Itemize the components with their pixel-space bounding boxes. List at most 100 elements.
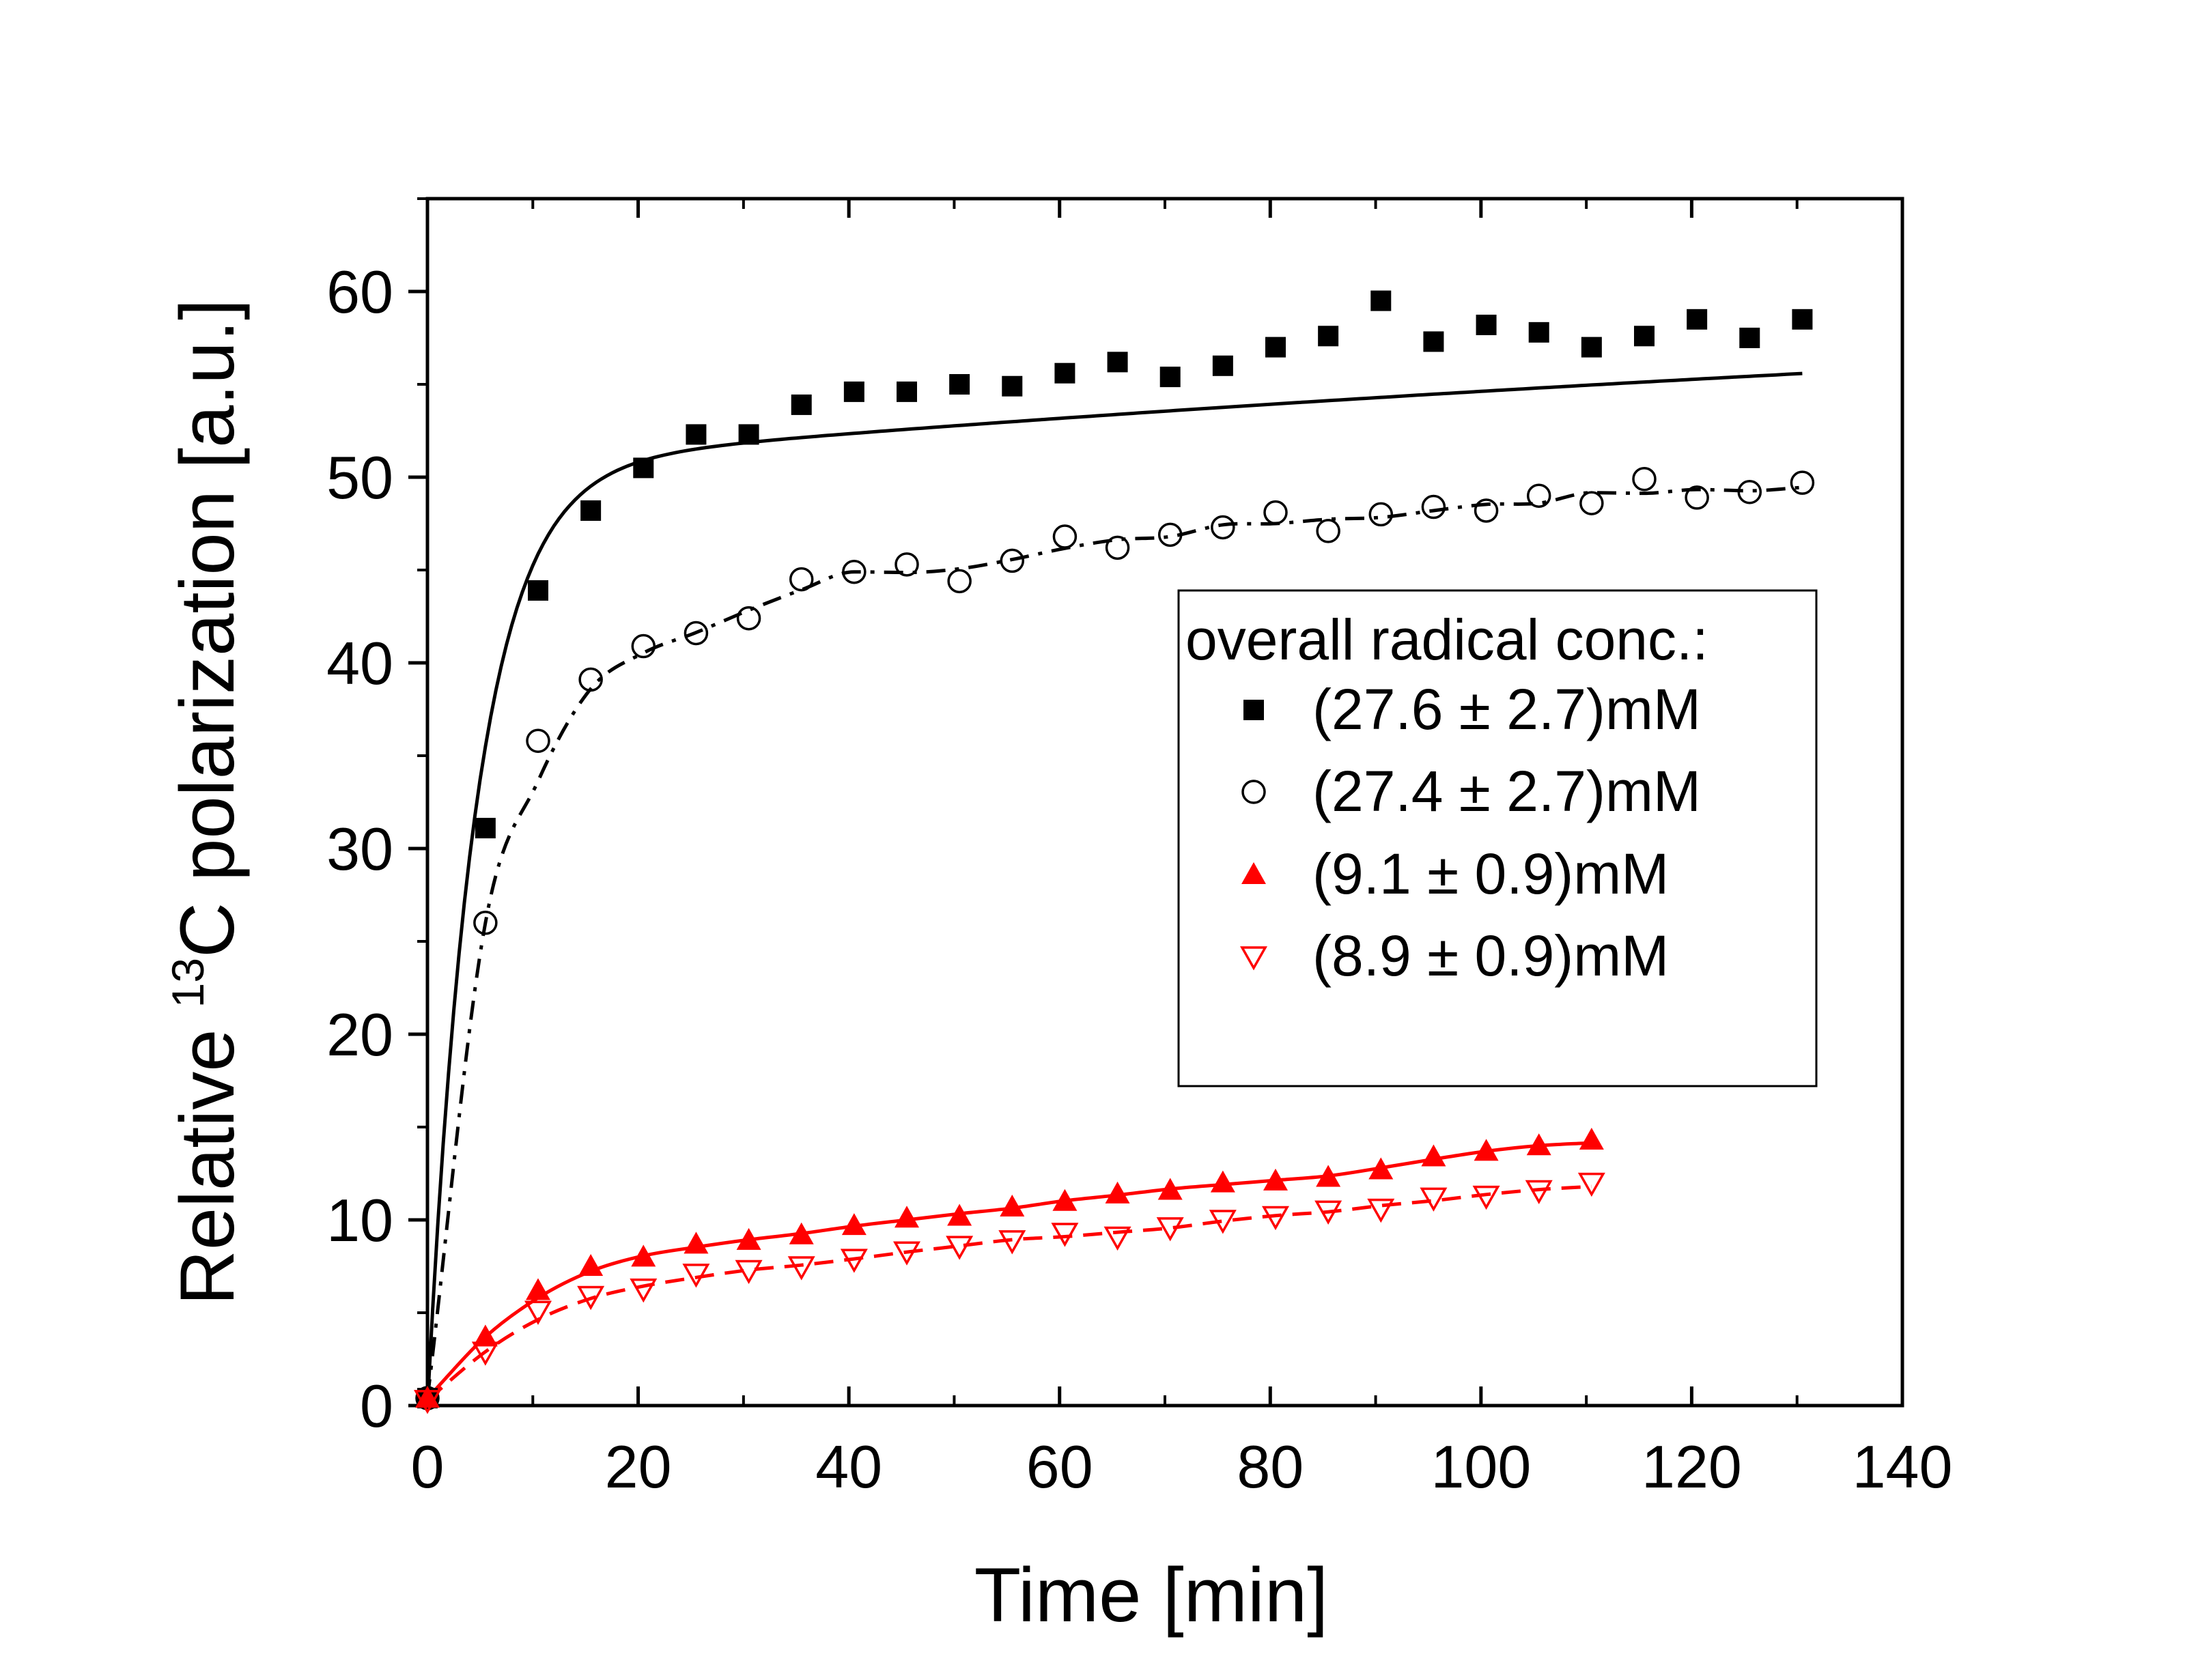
data-point-series-4 — [577, 1285, 605, 1311]
data-point-series-3 — [789, 1222, 814, 1244]
data-point-series-2 — [1157, 522, 1183, 547]
data-point-series-3 — [1526, 1133, 1551, 1156]
data-point-series-1 — [1634, 326, 1655, 347]
data-point-series-4 — [1051, 1223, 1079, 1247]
data-point-series-3 — [1052, 1188, 1078, 1211]
data-point-series-2 — [578, 667, 603, 692]
x-axis-label: Time [min] — [974, 1552, 1329, 1638]
data-point-series-2 — [1421, 494, 1446, 519]
data-point-series-4 — [787, 1256, 815, 1281]
data-point-series-2 — [789, 567, 814, 592]
data-point-series-1 — [1423, 331, 1444, 352]
data-point-series-2 — [842, 559, 867, 584]
y-tick-label: 10 — [326, 1186, 393, 1254]
y-tick-label: 40 — [326, 629, 393, 697]
data-point-series-2 — [473, 911, 498, 935]
legend-marker-series-2 — [1241, 780, 1266, 804]
x-tick-label: 80 — [1237, 1433, 1304, 1500]
data-point-series-4 — [413, 1390, 442, 1414]
y-tick-label: 30 — [326, 815, 393, 883]
data-point-series-2 — [526, 728, 550, 753]
fit-curve-series-3 — [426, 1141, 1592, 1399]
data-point-series-3 — [1316, 1165, 1341, 1187]
data-point-series-1 — [1054, 362, 1075, 384]
data-point-series-4 — [1420, 1187, 1448, 1212]
data-point-series-2 — [1263, 500, 1288, 525]
y-axis-label-prefix: Relative — [165, 1008, 250, 1305]
y-axis-label-suffix: C polarization [a.u.] — [165, 299, 250, 958]
data-point-series-3 — [1105, 1181, 1130, 1204]
data-point-series-1 — [475, 818, 496, 839]
data-point-series-1 — [1370, 290, 1392, 311]
legend-marker-series-3 — [1241, 862, 1266, 884]
x-tick-label: 120 — [1642, 1433, 1742, 1500]
data-point-series-3 — [631, 1244, 656, 1267]
fit-curve-series-4 — [426, 1184, 1592, 1401]
data-point-series-3 — [526, 1278, 550, 1300]
data-point-series-3 — [1579, 1128, 1604, 1150]
data-point-series-4 — [892, 1241, 921, 1266]
legend-title: overall radical conc.: — [1185, 608, 1708, 672]
data-point-series-3 — [1474, 1139, 1499, 1161]
data-point-series-2 — [1474, 498, 1499, 523]
data-point-series-3 — [1263, 1168, 1288, 1191]
data-point-series-2 — [1052, 524, 1078, 549]
data-point-series-1 — [1002, 375, 1023, 397]
data-point-series-2 — [1526, 483, 1551, 508]
data-point-series-3 — [736, 1227, 761, 1250]
data-point-series-3 — [1210, 1170, 1235, 1193]
data-point-series-1 — [686, 424, 707, 445]
x-tick-label: 0 — [411, 1433, 445, 1500]
data-point-series-4 — [998, 1230, 1026, 1255]
data-point-series-1 — [1687, 309, 1708, 330]
data-point-series-4 — [1103, 1226, 1131, 1251]
data-point-series-1 — [1318, 326, 1339, 347]
data-point-series-1 — [843, 381, 864, 402]
data-point-series-2 — [1000, 548, 1025, 573]
x-tick-label: 20 — [605, 1433, 672, 1500]
data-point-series-2 — [631, 633, 656, 659]
data-point-series-3 — [1421, 1144, 1446, 1167]
data-point-series-3 — [895, 1206, 919, 1228]
data-points — [413, 290, 1815, 1414]
data-point-series-4 — [1261, 1206, 1290, 1231]
data-point-series-4 — [1525, 1180, 1553, 1205]
data-point-series-3 — [473, 1324, 498, 1347]
legend-label-series-3: (9.1 ± 0.9)mM — [1312, 842, 1669, 906]
data-point-series-4 — [1209, 1210, 1237, 1234]
data-point-series-3 — [684, 1231, 709, 1254]
data-point-series-1 — [897, 381, 917, 402]
y-tick-label: 50 — [326, 444, 393, 511]
legend-marker-series-4 — [1239, 946, 1268, 971]
x-tick-label: 40 — [815, 1433, 882, 1500]
data-point-series-3 — [1157, 1178, 1183, 1200]
data-point-series-3 — [578, 1254, 604, 1276]
x-tick-label: 100 — [1431, 1433, 1531, 1500]
data-point-series-4 — [1314, 1200, 1342, 1225]
data-point-series-2 — [1211, 515, 1235, 540]
data-point-series-1 — [528, 580, 548, 601]
legend-label-series-1: (27.6 ± 2.7)mM — [1312, 677, 1701, 741]
data-point-series-2 — [1632, 466, 1657, 492]
legend-marker-series-1 — [1243, 700, 1264, 720]
y-axis-label: Relative 13C polarization [a.u.] — [163, 299, 250, 1305]
axis-ticks — [408, 197, 1904, 1408]
data-point-series-1 — [1476, 314, 1497, 335]
data-point-series-4 — [946, 1236, 974, 1260]
legend-items: (27.6 ± 2.7)mM (27.4 ± 2.7)mM (9.1 ± 0.9)m… — [1239, 677, 1701, 988]
y-tick-label: 20 — [326, 1001, 393, 1068]
data-point-series-2 — [1790, 470, 1815, 495]
data-point-series-4 — [1156, 1217, 1184, 1242]
legend-label-series-4: (8.9 ± 0.9)mM — [1312, 924, 1669, 988]
data-point-series-4 — [1577, 1172, 1605, 1197]
data-point-series-3 — [841, 1213, 867, 1236]
data-point-series-1 — [949, 374, 970, 395]
data-point-series-4 — [1472, 1185, 1500, 1210]
data-point-series-1 — [1159, 367, 1181, 388]
data-point-series-2 — [736, 606, 761, 631]
data-point-series-3 — [947, 1204, 972, 1226]
data-point-series-1 — [633, 457, 654, 479]
data-point-series-1 — [580, 500, 602, 521]
data-point-series-1 — [1528, 322, 1549, 343]
